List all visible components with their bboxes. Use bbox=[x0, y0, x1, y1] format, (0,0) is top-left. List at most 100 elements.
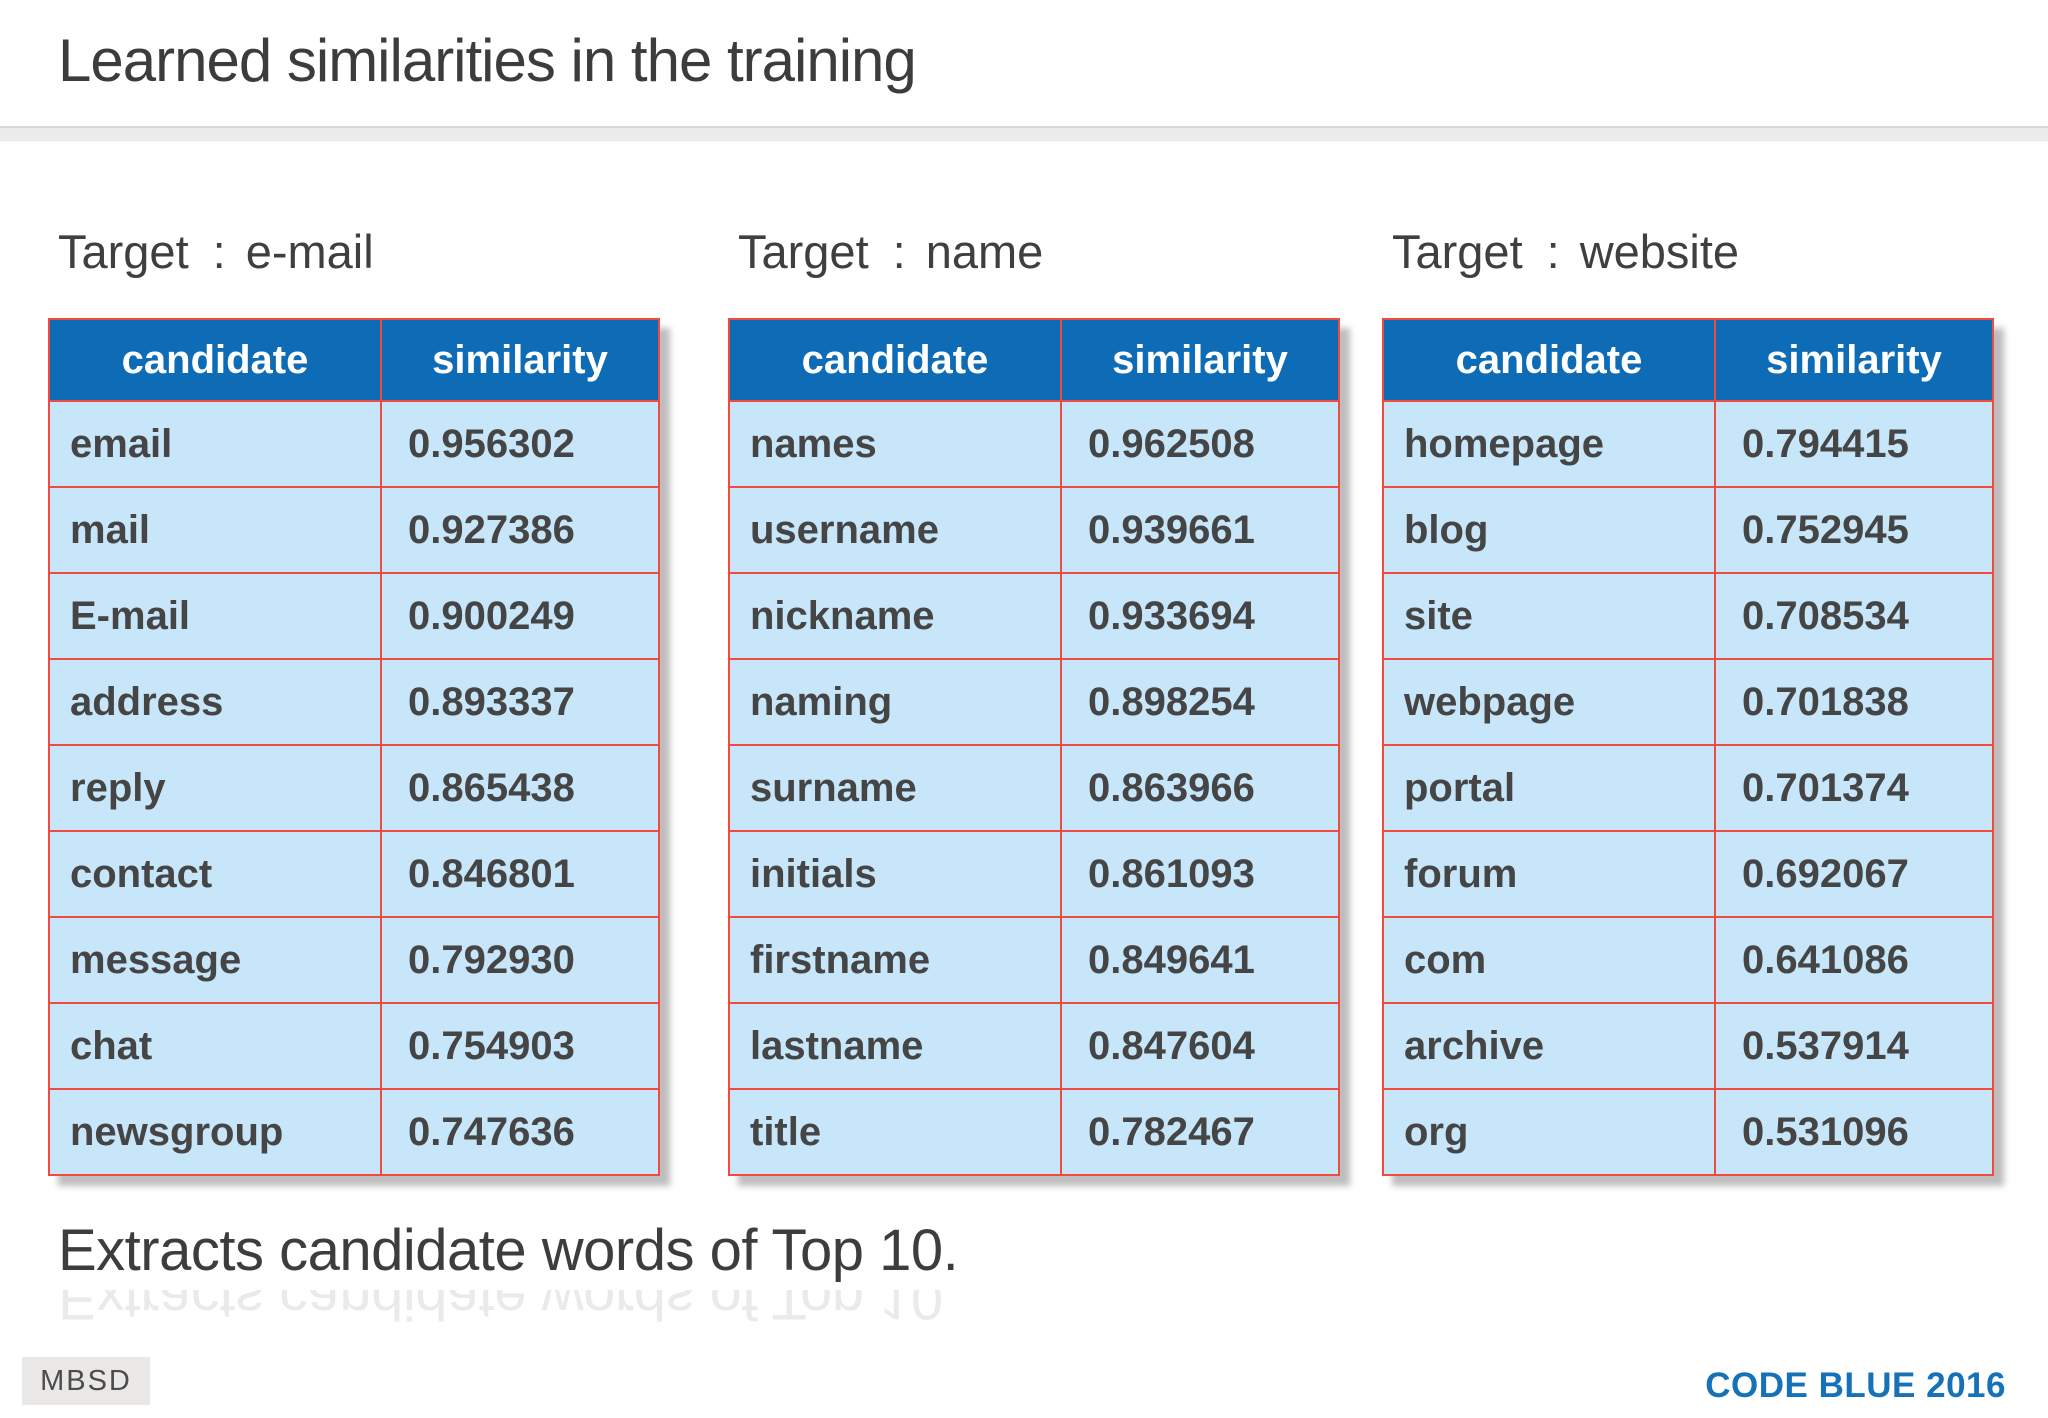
column-header-candidate: candidate bbox=[48, 318, 382, 403]
table-section-website: Target: website candidate similarity homepa… bbox=[1382, 224, 1994, 1177]
similarity-cell: 0.641086 bbox=[1714, 916, 1994, 1005]
candidate-cell: names bbox=[728, 400, 1062, 489]
table-row: message 0.792930 bbox=[48, 916, 660, 1005]
candidate-cell: address bbox=[48, 658, 382, 747]
table-row: naming 0.898254 bbox=[728, 658, 1340, 747]
similarity-cell: 0.962508 bbox=[1060, 400, 1340, 489]
table-header-row: candidate similarity bbox=[48, 318, 660, 403]
table-section-name: Target: name candidate similarity names 0.96… bbox=[728, 224, 1340, 1177]
similarity-cell: 0.708534 bbox=[1714, 572, 1994, 661]
table-row: lastname 0.847604 bbox=[728, 1002, 1340, 1091]
candidate-cell: firstname bbox=[728, 916, 1062, 1005]
candidate-cell: surname bbox=[728, 744, 1062, 833]
candidate-cell: homepage bbox=[1382, 400, 1716, 489]
similarity-table-email: candidate similarity email 0.956302 mail 0.92… bbox=[48, 318, 660, 1177]
conference-footer-text: CODE BLUE 2016 bbox=[1705, 1366, 2006, 1405]
table-row: contact 0.846801 bbox=[48, 830, 660, 919]
mbsd-logo-badge: MBSD bbox=[22, 1357, 150, 1405]
candidate-cell: contact bbox=[48, 830, 382, 919]
table-row: newsgroup 0.747636 bbox=[48, 1088, 660, 1177]
table-row: email 0.956302 bbox=[48, 400, 660, 489]
table-row: webpage 0.701838 bbox=[1382, 658, 1994, 747]
table-section-email: Target: e-mail candidate similarity email 0.… bbox=[48, 224, 660, 1177]
similarity-cell: 0.893337 bbox=[380, 658, 660, 747]
table-header-row: candidate similarity bbox=[728, 318, 1340, 403]
similarity-cell: 0.865438 bbox=[380, 744, 660, 833]
candidate-cell: message bbox=[48, 916, 382, 1005]
target-value: website bbox=[1579, 225, 1740, 278]
table-header-row: candidate similarity bbox=[1382, 318, 1994, 403]
candidate-cell: E-mail bbox=[48, 572, 382, 661]
target-colon: : bbox=[892, 225, 906, 278]
similarity-cell: 0.754903 bbox=[380, 1002, 660, 1091]
candidate-cell: blog bbox=[1382, 486, 1716, 575]
target-colon: : bbox=[1546, 225, 1560, 278]
column-header-candidate: candidate bbox=[1382, 318, 1716, 403]
similarity-cell: 0.900249 bbox=[380, 572, 660, 661]
page-title: Learned similarities in the training bbox=[58, 27, 917, 94]
similarity-cell: 0.863966 bbox=[1060, 744, 1340, 833]
table-row: archive 0.537914 bbox=[1382, 1002, 1994, 1091]
column-header-similarity: similarity bbox=[380, 318, 660, 403]
table-row: forum 0.692067 bbox=[1382, 830, 1994, 919]
similarity-table-website: candidate similarity homepage 0.794415 blog 0… bbox=[1382, 318, 1994, 1177]
table-row: homepage 0.794415 bbox=[1382, 400, 1994, 489]
candidate-cell: reply bbox=[48, 744, 382, 833]
candidate-cell: org bbox=[1382, 1088, 1716, 1177]
caption-text: Extracts candidate words of Top 10. bbox=[58, 1218, 959, 1283]
candidate-cell: email bbox=[48, 400, 382, 489]
candidate-cell: nickname bbox=[728, 572, 1062, 661]
candidate-cell: initials bbox=[728, 830, 1062, 919]
table-row: title 0.782467 bbox=[728, 1088, 1340, 1177]
caption-reflection: Extracts candidate words of Top 10. bbox=[58, 1290, 959, 1331]
column-header-candidate: candidate bbox=[728, 318, 1062, 403]
similarity-cell: 0.701838 bbox=[1714, 658, 1994, 747]
similarity-cell: 0.692067 bbox=[1714, 830, 1994, 919]
table-row: initials 0.861093 bbox=[728, 830, 1340, 919]
similarity-cell: 0.747636 bbox=[380, 1088, 660, 1177]
similarity-cell: 0.752945 bbox=[1714, 486, 1994, 575]
candidate-cell: forum bbox=[1382, 830, 1716, 919]
table-row: org 0.531096 bbox=[1382, 1088, 1994, 1177]
target-line-email: Target: e-mail bbox=[58, 224, 660, 280]
table-row: nickname 0.933694 bbox=[728, 572, 1340, 661]
candidate-cell: webpage bbox=[1382, 658, 1716, 747]
similarity-cell: 0.792930 bbox=[380, 916, 660, 1005]
table-row: surname 0.863966 bbox=[728, 744, 1340, 833]
target-line-name: Target: name bbox=[738, 224, 1340, 280]
candidate-cell: newsgroup bbox=[48, 1088, 382, 1177]
candidate-cell: mail bbox=[48, 486, 382, 575]
similarity-cell: 0.531096 bbox=[1714, 1088, 1994, 1177]
similarity-cell: 0.956302 bbox=[380, 400, 660, 489]
candidate-cell: lastname bbox=[728, 1002, 1062, 1091]
similarity-cell: 0.847604 bbox=[1060, 1002, 1340, 1091]
similarity-cell: 0.898254 bbox=[1060, 658, 1340, 747]
similarity-cell: 0.794415 bbox=[1714, 400, 1994, 489]
candidate-cell: title bbox=[728, 1088, 1062, 1177]
candidate-cell: com bbox=[1382, 916, 1716, 1005]
table-row: mail 0.927386 bbox=[48, 486, 660, 575]
candidate-cell: username bbox=[728, 486, 1062, 575]
similarity-cell: 0.849641 bbox=[1060, 916, 1340, 1005]
target-label: Target bbox=[1392, 225, 1523, 278]
table-row: com 0.641086 bbox=[1382, 916, 1994, 1005]
table-row: reply 0.865438 bbox=[48, 744, 660, 833]
table-row: site 0.708534 bbox=[1382, 572, 1994, 661]
candidate-cell: archive bbox=[1382, 1002, 1716, 1091]
similarity-cell: 0.939661 bbox=[1060, 486, 1340, 575]
similarity-cell: 0.861093 bbox=[1060, 830, 1340, 919]
similarity-cell: 0.537914 bbox=[1714, 1002, 1994, 1091]
candidate-cell: chat bbox=[48, 1002, 382, 1091]
candidate-cell: site bbox=[1382, 572, 1716, 661]
table-row: chat 0.754903 bbox=[48, 1002, 660, 1091]
similarity-cell: 0.846801 bbox=[380, 830, 660, 919]
column-header-similarity: similarity bbox=[1714, 318, 1994, 403]
table-row: names 0.962508 bbox=[728, 400, 1340, 489]
title-divider bbox=[0, 126, 2048, 142]
target-line-website: Target: website bbox=[1392, 224, 1994, 280]
table-row: address 0.893337 bbox=[48, 658, 660, 747]
similarity-cell: 0.927386 bbox=[380, 486, 660, 575]
target-label: Target bbox=[58, 225, 189, 278]
table-row: E-mail 0.900249 bbox=[48, 572, 660, 661]
